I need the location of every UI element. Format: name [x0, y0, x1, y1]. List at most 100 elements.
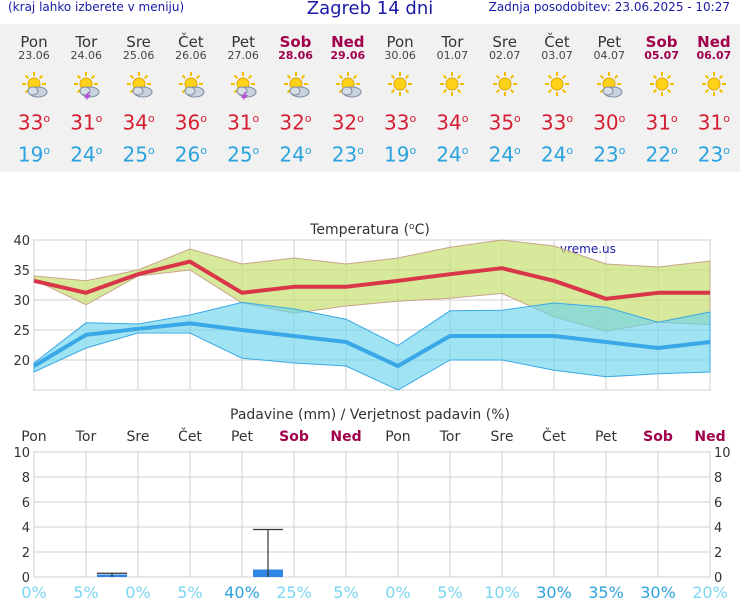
day-name: Tor [441, 33, 464, 51]
degree-sign: o [252, 112, 260, 125]
max-temp-value: 36 [174, 110, 201, 135]
chart-title: Temperatura (oC) [309, 222, 430, 238]
degree-sign: o [670, 112, 678, 125]
day-date: 27.06 [227, 49, 259, 62]
x-tick-label: Ned [330, 429, 361, 445]
y-tick-label-left: 8 [22, 471, 30, 486]
day-date: 06.07 [696, 49, 732, 62]
max-temp-line [33, 259, 710, 301]
min-temperature: 23o [583, 140, 635, 165]
y-tick-label-left: 2 [22, 546, 30, 561]
max-temp-value: 33 [384, 110, 410, 135]
x-tick-label: Tor [75, 429, 97, 445]
min-temp-value: 24 [70, 142, 96, 167]
y-tick-label-right: 2 [714, 546, 722, 561]
degree-sign: o [147, 112, 155, 125]
sun-icon [647, 72, 677, 100]
max-temperature: 36o [165, 108, 217, 134]
degree-sign: o [304, 143, 312, 157]
day-column: Čet 26.06 36o 26o [165, 34, 217, 165]
degree-sign: o [461, 143, 469, 157]
max-temp-value: 32 [279, 110, 305, 135]
degree-sign: o [357, 112, 364, 125]
x-tick-label: Sob [279, 429, 309, 445]
min-temp-value: 26 [174, 142, 201, 167]
sun-cloud-icon [333, 72, 363, 100]
x-tick-label: Čet [178, 427, 202, 445]
max-temp-value: 31 [645, 110, 671, 135]
thunderstorm-icon [228, 72, 258, 102]
x-tick-label: Pet [231, 429, 254, 445]
y-tick-label-right: 10 [714, 446, 731, 461]
day-name: Sre [492, 33, 517, 51]
day-column: Pet 27.06 31o 25o [217, 34, 269, 165]
precipitation-probability-label: 10% [484, 583, 520, 600]
min-temperature: 26o [165, 140, 217, 167]
degree-sign: o [95, 112, 103, 125]
min-temperature: 24o [426, 140, 478, 167]
y-tick-label-left: 0 [22, 571, 30, 586]
day-date: 30.06 [384, 49, 416, 62]
precipitation-probability-label: 40% [224, 583, 260, 600]
min-temp-value: 22 [645, 142, 671, 167]
x-tick-label: Pon [21, 429, 46, 445]
chart-title: Padavine (mm) / Verjetnost padavin (%) [230, 407, 510, 423]
precipitation-probability-label: 0% [125, 583, 150, 600]
min-temp-value: 24 [436, 142, 462, 167]
min-temp-value: 23 [697, 142, 724, 167]
min-temp-value: 23 [331, 142, 358, 167]
day-name: Ned [331, 33, 365, 51]
min-temperature: 25o [217, 140, 269, 167]
x-tick-label: Ned [694, 429, 725, 445]
sun-icon [385, 72, 415, 100]
degree-sign: o [618, 143, 626, 157]
max-temperature: 33o [8, 108, 60, 134]
max-temperature: 30o [583, 108, 635, 134]
day-date: 26.06 [175, 49, 207, 62]
max-temperature: 32o [270, 108, 322, 134]
day-column: Pet 04.07 30o 23o [583, 34, 635, 165]
y-tick-label: 25 [13, 324, 30, 339]
y-tick-label-left: 4 [22, 521, 30, 536]
day-name: Sob [279, 33, 312, 51]
day-column: Tor 01.07 34 o 24o [426, 34, 478, 165]
day-column: Ned 06.07 31o 23o [688, 34, 740, 165]
min-temperature: 23o [688, 140, 740, 167]
max-temperature: 31o [688, 108, 740, 134]
degree-sign: o [43, 112, 51, 125]
min-temperature: 19o [374, 140, 426, 165]
precipitation-probability-label: 5% [177, 583, 202, 600]
sun-icon [542, 72, 572, 100]
sun-cloud-icon [124, 72, 154, 100]
max-temperature: 34o [113, 108, 165, 134]
precipitation-probability-label: 30% [640, 583, 676, 600]
header-note: (kraj lahko izberete v meniju) [8, 0, 185, 14]
sun-cloud-icon [281, 72, 311, 100]
day-name: Sob [645, 33, 678, 51]
day-date: 25.06 [122, 49, 155, 62]
degree-sign: o [670, 143, 678, 157]
day-date: 28.06 [278, 49, 313, 62]
sun-cloud-icon [176, 72, 206, 100]
min-temp-value: 25 [122, 142, 148, 167]
day-column: Sre 25.06 34o 25o [113, 34, 165, 165]
min-temperature: 25o [113, 140, 165, 167]
precipitation-probability-label: 5% [73, 583, 98, 600]
y-tick-label-right: 4 [714, 521, 722, 536]
max-temp-value: 32 [331, 110, 358, 135]
max-temp-value: 33 [540, 110, 567, 135]
min-temperature: 24o [270, 140, 322, 165]
day-date: 01.07 [436, 49, 469, 62]
y-tick-label: 40 [13, 234, 30, 249]
y-tick-label: 30 [13, 294, 30, 309]
min-temp-value: 25 [227, 142, 253, 167]
y-tick-label: 20 [13, 354, 30, 369]
min-temperature: 19o [8, 140, 60, 165]
degree-sign: o [566, 143, 574, 157]
day-name: Pon [386, 33, 414, 51]
day-column: Pon 23.06 33o 19o [8, 34, 60, 165]
max-temp-value: 34 [436, 110, 462, 135]
max-temp-value: 31 [227, 110, 253, 135]
day-column: Pon 30.06 33o 19o [374, 34, 426, 165]
day-column: Sob 05.07 31o 22o [636, 34, 688, 165]
